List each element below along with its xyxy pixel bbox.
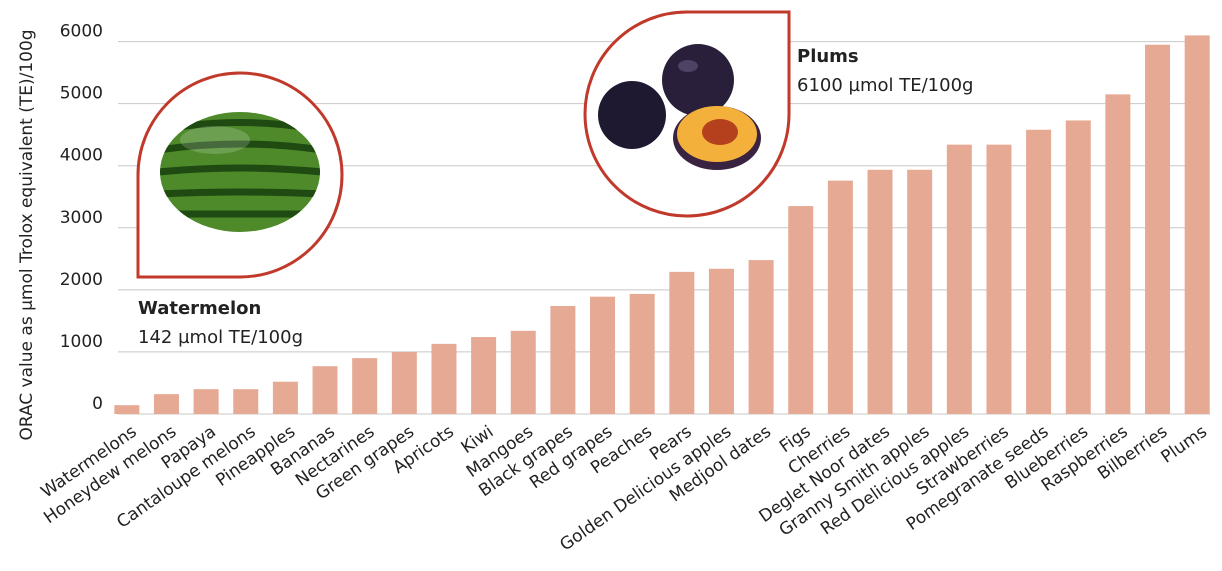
- bar: [629, 293, 655, 414]
- bar: [233, 389, 259, 414]
- bar: [590, 296, 616, 414]
- x-tick-label: Plums: [1158, 422, 1212, 468]
- bar: [114, 405, 140, 414]
- bar: [391, 351, 417, 414]
- bar: [1065, 120, 1091, 414]
- y-tick-label: 2000: [60, 270, 103, 290]
- annotation-title: Plums: [797, 46, 859, 67]
- watermelon-callout: [136, 71, 344, 279]
- y-tick-label: 0: [92, 394, 103, 414]
- bar: [708, 268, 734, 414]
- bar: [946, 144, 972, 414]
- y-tick-label: 4000: [60, 146, 103, 166]
- bar: [788, 206, 814, 414]
- y-tick-label: 6000: [60, 22, 103, 42]
- bar: [153, 394, 179, 414]
- bar: [352, 358, 378, 414]
- bar: [867, 169, 893, 414]
- bar: [1145, 44, 1171, 414]
- y-tick-label: 1000: [60, 332, 103, 352]
- bar: [272, 381, 298, 414]
- bar: [827, 180, 853, 414]
- bar: [748, 260, 774, 414]
- bar: [986, 144, 1012, 414]
- bar: [510, 330, 536, 414]
- bar: [1105, 94, 1131, 414]
- bar: [550, 306, 576, 414]
- bar: [669, 271, 695, 414]
- bar: [471, 337, 497, 414]
- bar: [1184, 35, 1210, 415]
- bar: [907, 169, 933, 414]
- annotation-text: 142 µmol TE/100g: [138, 327, 303, 348]
- y-axis-label: ORAC value as µmol Trolox equivalent (TE…: [17, 29, 37, 440]
- bars: [114, 35, 1210, 415]
- bar: [1026, 129, 1052, 414]
- bar: [193, 389, 219, 414]
- annotation-title: Watermelon: [138, 298, 261, 319]
- y-tick-label: 5000: [60, 84, 103, 104]
- y-tick-label: 3000: [60, 208, 103, 228]
- bar: [312, 366, 338, 414]
- bar: [431, 343, 457, 414]
- plums-callout: [583, 10, 791, 218]
- annotation-text: 6100 µmol TE/100g: [797, 75, 973, 96]
